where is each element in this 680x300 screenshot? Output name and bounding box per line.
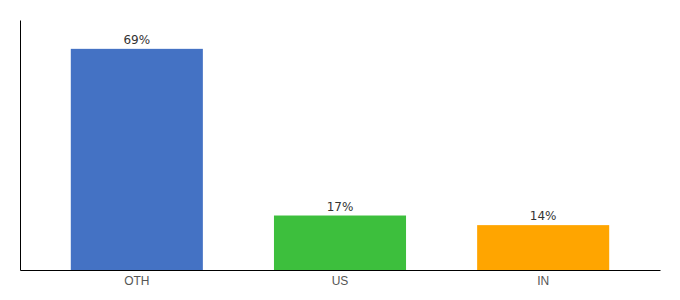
data-labels: 69% 17% 14%: [123, 33, 556, 223]
x-tick: IN: [537, 274, 549, 288]
bar: [71, 49, 203, 270]
bar: [477, 225, 609, 270]
x-axis: OTH US IN: [21, 271, 661, 288]
x-tick-label: IN: [537, 274, 549, 288]
bar: [274, 216, 406, 270]
data-label: 14%: [530, 209, 557, 223]
x-tick-label: US: [332, 274, 349, 288]
bars: [71, 49, 609, 270]
data-label: 69%: [123, 33, 150, 47]
x-tick: OTH: [124, 274, 149, 288]
x-tick: US: [332, 274, 349, 288]
x-axis-line: [21, 270, 661, 271]
data-label: 17%: [327, 200, 354, 214]
chart: OTH US IN 69% 17% 14%: [0, 0, 680, 300]
plot: OTH US IN 69% 17% 14%: [21, 21, 661, 288]
x-tick-label: OTH: [124, 274, 149, 288]
y-axis: [20, 21, 21, 271]
y-axis-line: [20, 21, 21, 271]
